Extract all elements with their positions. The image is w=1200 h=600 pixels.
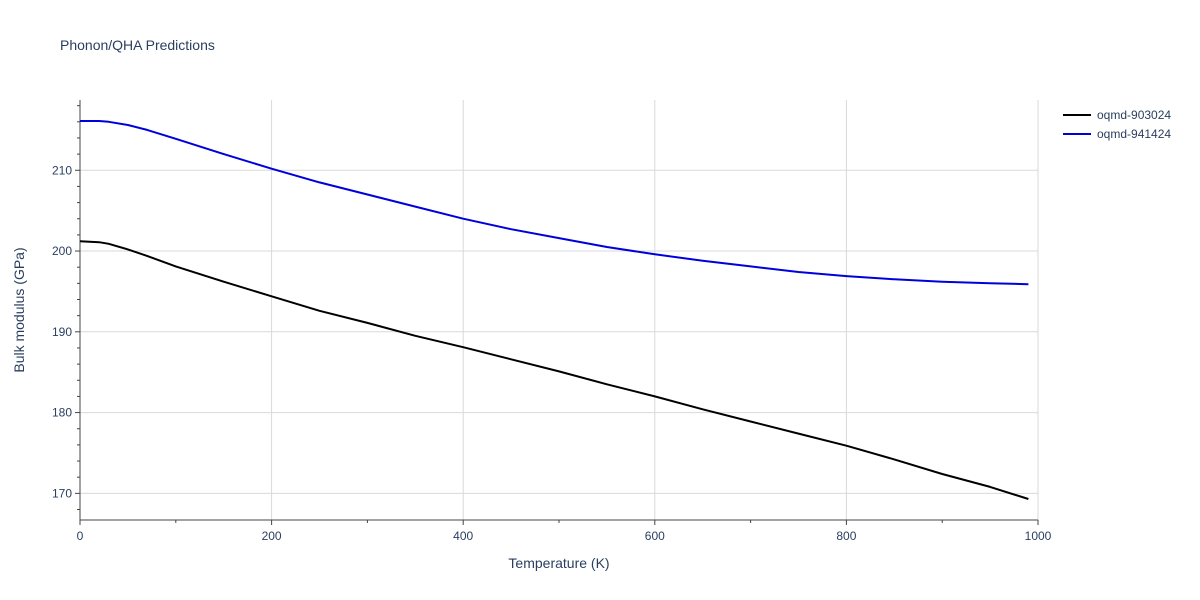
y-axis-title: Bulk modulus (GPa) (11, 247, 27, 372)
x-tick-label: 1000 (1025, 529, 1052, 543)
y-tick-label: 170 (52, 486, 72, 500)
x-tick-label: 600 (645, 529, 665, 543)
y-tick-label: 210 (52, 163, 72, 177)
grid (80, 100, 1039, 520)
x-tick-label: 0 (77, 529, 84, 543)
legend[interactable]: oqmd-903024 oqmd-941424 (1063, 108, 1171, 141)
y-tick-label: 180 (52, 406, 72, 420)
chart-title: Phonon/QHA Predictions (60, 37, 215, 53)
x-tick-label: 400 (453, 529, 473, 543)
x-tick-label: 800 (836, 529, 856, 543)
axes: 0 200 400 600 800 1000 170 180 190 200 210 (52, 100, 1052, 543)
legend-label: oqmd-941424 (1097, 127, 1171, 141)
x-tick-label: 200 (262, 529, 282, 543)
series-line-oqmd-903024 (79, 240, 1029, 500)
series-lines (79, 120, 1029, 500)
x-axis-title: Temperature (K) (508, 555, 609, 571)
y-tick-label: 190 (52, 325, 72, 339)
y-tick-label: 200 (52, 244, 72, 258)
legend-item-oqmd-941424[interactable]: oqmd-941424 (1063, 127, 1171, 141)
legend-item-oqmd-903024[interactable]: oqmd-903024 (1063, 108, 1171, 122)
legend-label: oqmd-903024 (1097, 108, 1171, 122)
series-line-oqmd-941424 (80, 120, 1029, 286)
